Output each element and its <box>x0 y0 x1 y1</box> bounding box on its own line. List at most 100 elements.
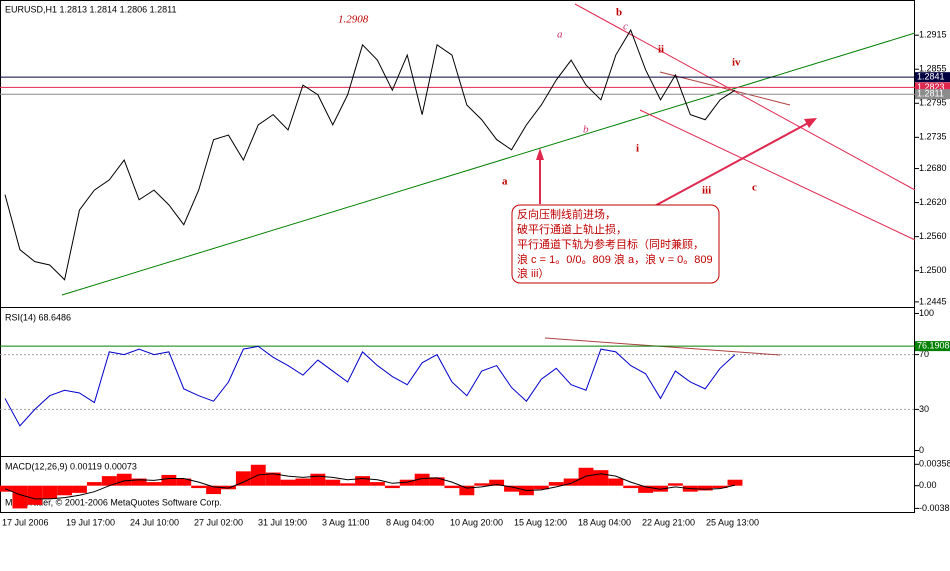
y-tick-label: 70 <box>919 349 929 359</box>
wave-label: ii <box>658 44 664 56</box>
arrow-head <box>536 148 544 160</box>
price-label: 1.2841 <box>917 72 945 82</box>
price-label: 76.1908 <box>917 340 950 350</box>
histogram-bar <box>623 485 639 489</box>
histogram-bar <box>310 473 326 486</box>
histogram-bar <box>548 482 564 486</box>
histogram-bar <box>608 478 624 486</box>
y-tick-label: 1.2795 <box>919 98 947 108</box>
series-line <box>4 28 736 281</box>
histogram-bar <box>161 474 177 486</box>
y-tick-label: 1.2620 <box>919 197 947 207</box>
x-tick-label: 15 Aug 12:00 <box>514 517 567 527</box>
x-tick-label: 10 Aug 20:00 <box>450 517 503 527</box>
histogram-bar <box>235 471 251 486</box>
histogram-bar <box>42 485 58 499</box>
series-line <box>4 345 736 427</box>
price-box <box>915 341 950 352</box>
y-tick-label: -0.0038 <box>919 503 950 513</box>
histogram-bar <box>399 479 415 486</box>
channel-line <box>639 109 916 241</box>
note-line: 反向压制线前进场， <box>517 207 616 221</box>
x-tick-label: 24 Jul 10:00 <box>130 517 179 527</box>
pattern-label: a <box>557 29 563 41</box>
histogram-bar <box>727 479 743 486</box>
rsi-title: RSI(14) 68.6486 <box>5 312 71 322</box>
histogram-bar <box>593 470 609 486</box>
price-box <box>915 82 950 93</box>
price-box <box>915 89 950 100</box>
channel-line <box>574 3 916 191</box>
histogram-bar <box>191 485 207 489</box>
annotation: 1.2908 <box>338 14 369 26</box>
x-tick-label: 8 Aug 04:00 <box>386 517 434 527</box>
histogram-bar <box>280 479 296 486</box>
series-line <box>4 473 736 500</box>
histogram-bar <box>563 478 579 486</box>
pattern-label: c <box>623 21 628 33</box>
y-tick-label: 1.2500 <box>919 265 947 275</box>
note-line: 浪 c = 1。0/0。809 浪 a，浪 v = 0。809 <box>517 252 713 266</box>
y-tick-label: 0.00358 <box>919 459 950 469</box>
x-tick-label: 27 Jul 02:00 <box>194 517 243 527</box>
note-line: 浪 iii） <box>517 266 549 280</box>
y-tick-label: 1.2915 <box>919 30 947 40</box>
histogram-bar <box>667 483 683 486</box>
histogram-bar <box>265 472 281 486</box>
histogram-bar <box>370 482 385 486</box>
histogram-bar <box>325 479 341 486</box>
histogram-bar <box>146 482 162 486</box>
histogram-bar <box>653 485 668 492</box>
x-tick-label: 19 Jul 17:00 <box>66 517 115 527</box>
wave-label: iii <box>702 185 711 197</box>
histogram-bar <box>221 485 236 490</box>
y-tick-label: 0 <box>919 445 924 455</box>
histogram-bar <box>206 485 222 495</box>
histogram-bar <box>504 485 519 492</box>
y-tick-label: 1.2735 <box>919 132 947 142</box>
histogram-bar <box>429 477 445 486</box>
histogram-bar <box>72 485 87 493</box>
histogram-bar <box>474 483 490 486</box>
histogram-bar <box>101 476 117 486</box>
chart-title: EURUSD,H1 1.2813 1.2814 1.2806 1.2811 <box>5 4 176 14</box>
histogram-bar <box>459 485 475 496</box>
y-tick-label: 1.2855 <box>919 64 947 74</box>
x-tick-label: 25 Aug 13:00 <box>706 517 759 527</box>
price-label: 1.2823 <box>917 82 945 92</box>
histogram-bar <box>355 476 370 486</box>
y-tick-label: 100 <box>919 308 934 318</box>
histogram-bar <box>57 485 73 496</box>
histogram-bar <box>712 485 728 489</box>
y-tick-label: 1.2560 <box>919 231 947 241</box>
y-tick-label: 30 <box>919 404 929 414</box>
y-tick-label: 1.2445 <box>919 296 947 306</box>
histogram-bar <box>131 478 147 486</box>
histogram-bar <box>27 485 43 505</box>
copyright: MetaTrader, © 2001-2006 MetaQuotes Softw… <box>5 497 222 507</box>
wave-label: iv <box>732 57 741 69</box>
x-tick-label: 17 Jul 2006 <box>2 517 49 527</box>
wave-label: b <box>616 7 622 19</box>
y-tick-label: 1.2680 <box>919 163 947 173</box>
histogram-bar <box>697 485 713 491</box>
x-tick-label: 3 Aug 11:00 <box>322 517 369 527</box>
note-line: 平行通道下轨为参考目标（同时兼顾， <box>517 237 704 251</box>
histogram-bar <box>116 473 132 486</box>
x-tick-label: 31 Jul 19:00 <box>258 517 307 527</box>
arrow-head <box>804 118 817 128</box>
histogram-bar <box>340 483 356 486</box>
x-tick-label: 22 Aug 21:00 <box>642 517 695 527</box>
y-tick-label: 0.00 <box>919 480 937 490</box>
histogram-bar <box>489 479 505 486</box>
wave-label: a <box>502 176 508 188</box>
histogram-bar <box>12 485 28 509</box>
wave-label: i <box>636 143 639 155</box>
histogram-bar <box>444 485 460 489</box>
histogram-bar <box>384 485 400 489</box>
pattern-label: b <box>583 124 589 136</box>
histogram-bar <box>533 485 549 490</box>
histogram-bar <box>295 478 311 486</box>
histogram-bar <box>414 473 430 486</box>
